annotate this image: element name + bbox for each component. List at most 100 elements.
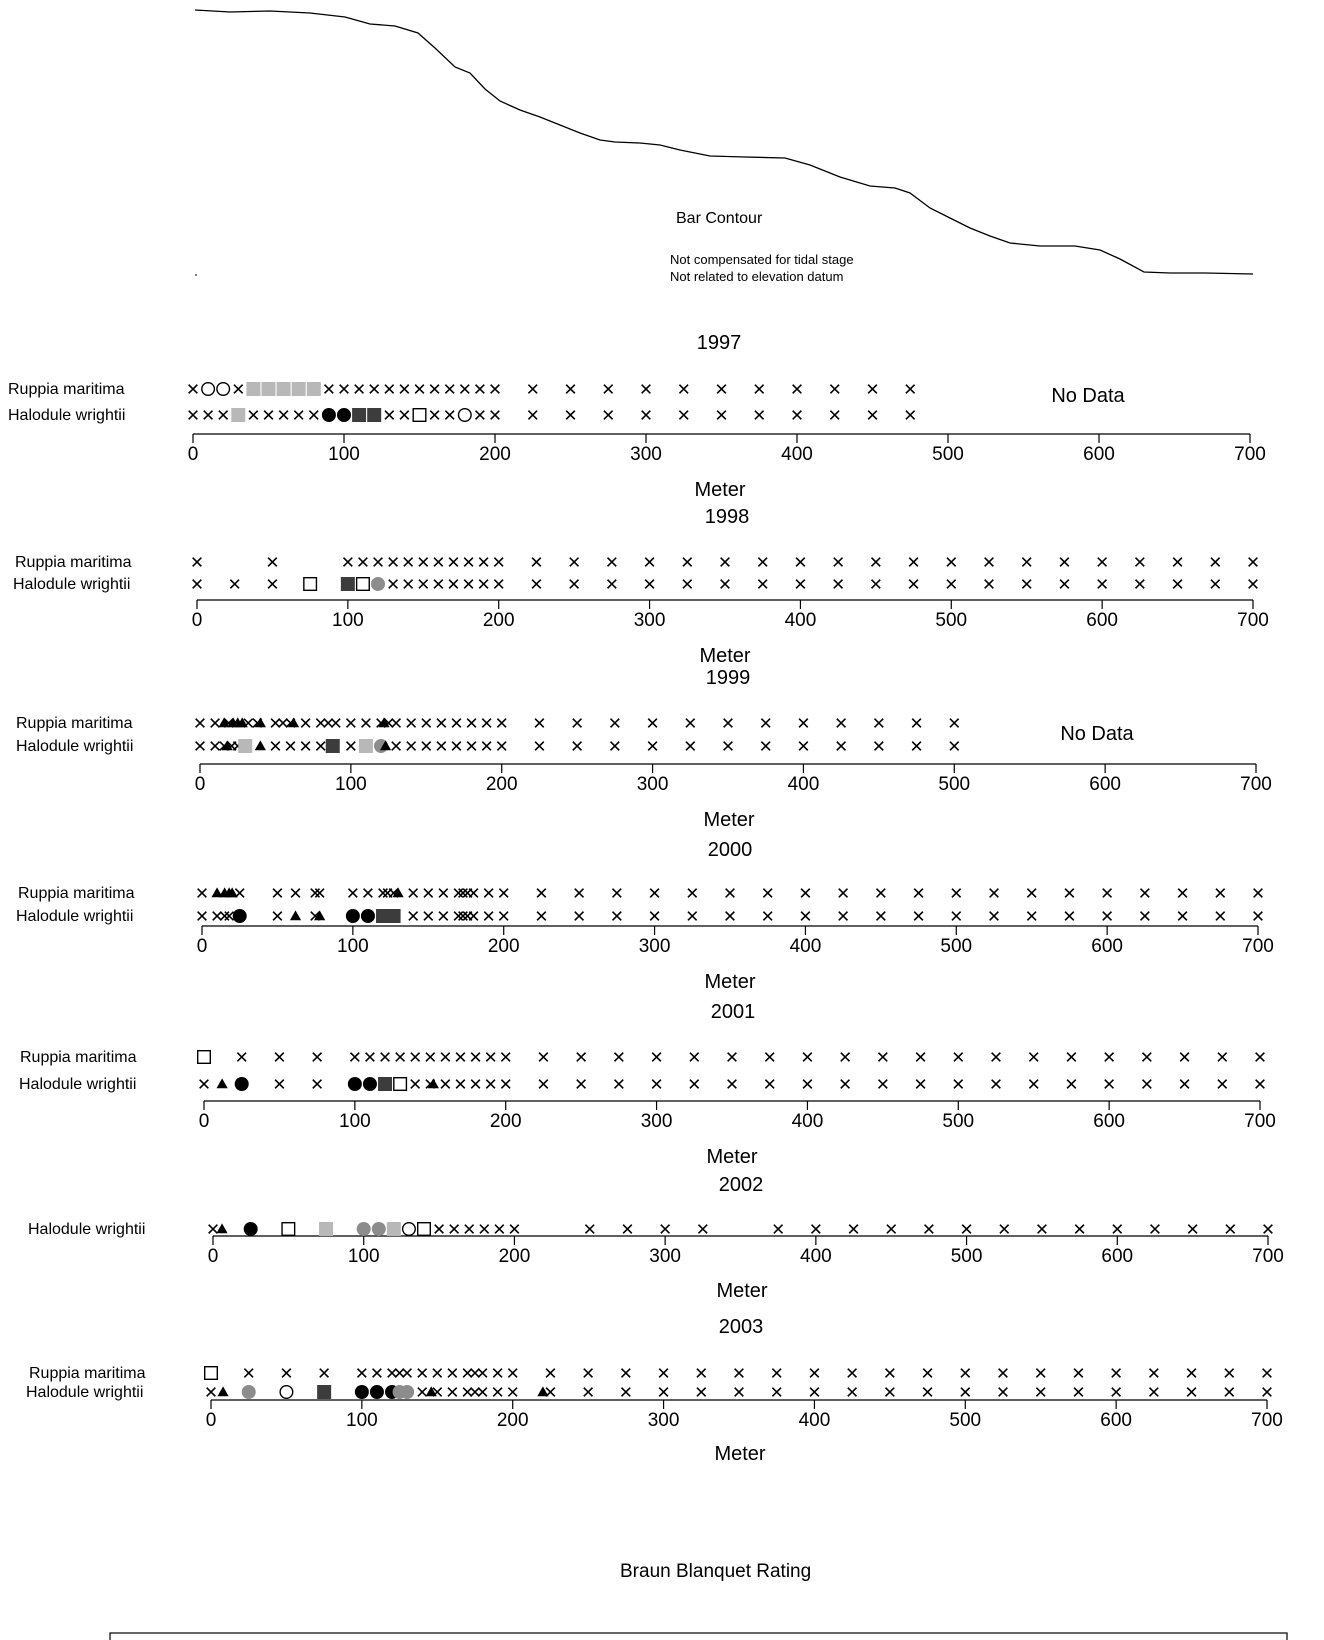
data-point-x bbox=[358, 557, 368, 567]
x-tick-label: 100 bbox=[337, 936, 369, 957]
data-point-x bbox=[494, 1224, 505, 1234]
x-axis-label: Meter bbox=[694, 479, 745, 501]
data-point-x bbox=[267, 557, 278, 567]
data-point-x bbox=[613, 1052, 624, 1062]
data-point-x bbox=[1263, 1224, 1273, 1234]
data-point-x bbox=[1111, 1368, 1122, 1378]
data-point-sq bbox=[281, 1221, 296, 1236]
data-point-x bbox=[224, 911, 235, 921]
x-tick-label: 100 bbox=[348, 1246, 380, 1267]
series-ruppia-maritima bbox=[192, 557, 1258, 567]
data-point-oc bbox=[457, 408, 472, 423]
data-point-x bbox=[620, 1387, 631, 1397]
data-point-x bbox=[263, 410, 274, 420]
data-point-x bbox=[485, 1079, 496, 1089]
data-point-x bbox=[998, 1387, 1008, 1397]
x-tick-label: 200 bbox=[486, 774, 518, 795]
data-point-x bbox=[468, 888, 479, 898]
data-point-oc bbox=[401, 1221, 416, 1236]
data-point-x bbox=[1059, 557, 1070, 567]
data-point-x bbox=[660, 1224, 671, 1234]
data-point-x bbox=[406, 741, 417, 751]
data-point-x bbox=[609, 741, 620, 751]
data-point-x bbox=[361, 718, 371, 728]
x-tick-label: 0 bbox=[188, 444, 199, 465]
data-point-x bbox=[429, 410, 440, 420]
data-point-x bbox=[369, 384, 380, 394]
data-point-x bbox=[1172, 579, 1183, 589]
data-point-x bbox=[423, 911, 434, 921]
data-point-x bbox=[1210, 557, 1221, 567]
data-point-tri bbox=[379, 740, 392, 751]
data-point-x bbox=[809, 1368, 820, 1378]
data-point-x bbox=[534, 741, 545, 751]
data-point-x bbox=[479, 1224, 490, 1234]
series-label: Ruppia maritima bbox=[18, 885, 135, 902]
data-point-x bbox=[802, 1079, 813, 1089]
data-point-x bbox=[689, 1079, 700, 1089]
data-point-x bbox=[877, 1079, 888, 1089]
data-point-x bbox=[802, 1052, 813, 1062]
data-point-x bbox=[453, 911, 464, 921]
x-axis-label: Meter bbox=[716, 1280, 767, 1302]
data-point-x bbox=[764, 1079, 775, 1089]
data-point-x bbox=[417, 1387, 428, 1397]
data-point-x bbox=[206, 1387, 216, 1397]
series-halodule-wrightii bbox=[195, 739, 960, 753]
data-point-x bbox=[840, 1052, 851, 1062]
series-label: Halodule wrightii bbox=[16, 738, 133, 755]
data-point-tri bbox=[289, 910, 302, 921]
data-point-ls bbox=[358, 739, 373, 753]
data-point-x bbox=[448, 579, 459, 589]
data-point-x bbox=[453, 888, 464, 898]
data-point-x bbox=[922, 1387, 933, 1397]
data-point-x bbox=[725, 888, 735, 898]
data-point-x bbox=[961, 1224, 972, 1234]
year-title: 1998 bbox=[705, 506, 750, 528]
data-point-x bbox=[402, 1368, 413, 1378]
data-point-x bbox=[1066, 1079, 1077, 1089]
data-point-tri bbox=[236, 717, 248, 728]
series-halodule-wrightii bbox=[192, 577, 1258, 592]
data-point-x bbox=[1104, 1079, 1115, 1089]
data-point-x bbox=[682, 579, 693, 589]
data-point-x bbox=[410, 1079, 421, 1089]
data-point-tri bbox=[287, 717, 300, 728]
data-point-x bbox=[383, 718, 394, 728]
data-point-ds bbox=[376, 909, 391, 923]
data-point-x bbox=[248, 410, 259, 420]
x-tick-label: 500 bbox=[949, 1410, 981, 1431]
data-point-x bbox=[365, 1052, 375, 1062]
x-tick-label: 700 bbox=[1234, 444, 1266, 465]
data-point-ds bbox=[378, 1077, 393, 1091]
data-point-sq bbox=[355, 577, 370, 592]
x-tick-label: 0 bbox=[195, 774, 206, 795]
x-tick-label: 700 bbox=[1242, 936, 1274, 957]
data-point-tri bbox=[425, 1386, 437, 1397]
data-point-sq bbox=[303, 577, 318, 592]
data-point-x bbox=[658, 1368, 669, 1378]
x-tick-label: 300 bbox=[639, 936, 671, 957]
data-point-x bbox=[1177, 888, 1188, 898]
series-halodule-wrightii bbox=[188, 408, 916, 423]
data-point-x bbox=[477, 1368, 488, 1378]
data-point-x bbox=[496, 718, 507, 728]
series-ruppia-maritima bbox=[196, 1049, 1265, 1064]
series-halodule-wrightii bbox=[208, 1221, 1273, 1236]
data-point-tri bbox=[211, 887, 223, 898]
data-point-sq bbox=[393, 1076, 408, 1091]
x-tick-label: 500 bbox=[942, 1111, 974, 1132]
data-point-x bbox=[1224, 1368, 1235, 1378]
data-point-x bbox=[451, 718, 462, 728]
data-point-x bbox=[583, 1387, 594, 1397]
data-point-ds bbox=[352, 408, 367, 422]
series-ruppia-maritima bbox=[203, 1365, 1272, 1380]
year-title: 2001 bbox=[711, 1001, 756, 1023]
x-tick-label: 400 bbox=[790, 936, 822, 957]
data-point-x bbox=[421, 718, 432, 728]
data-point-x bbox=[418, 579, 429, 589]
data-point-x bbox=[953, 1052, 964, 1062]
x-tick-label: 100 bbox=[346, 1410, 378, 1431]
